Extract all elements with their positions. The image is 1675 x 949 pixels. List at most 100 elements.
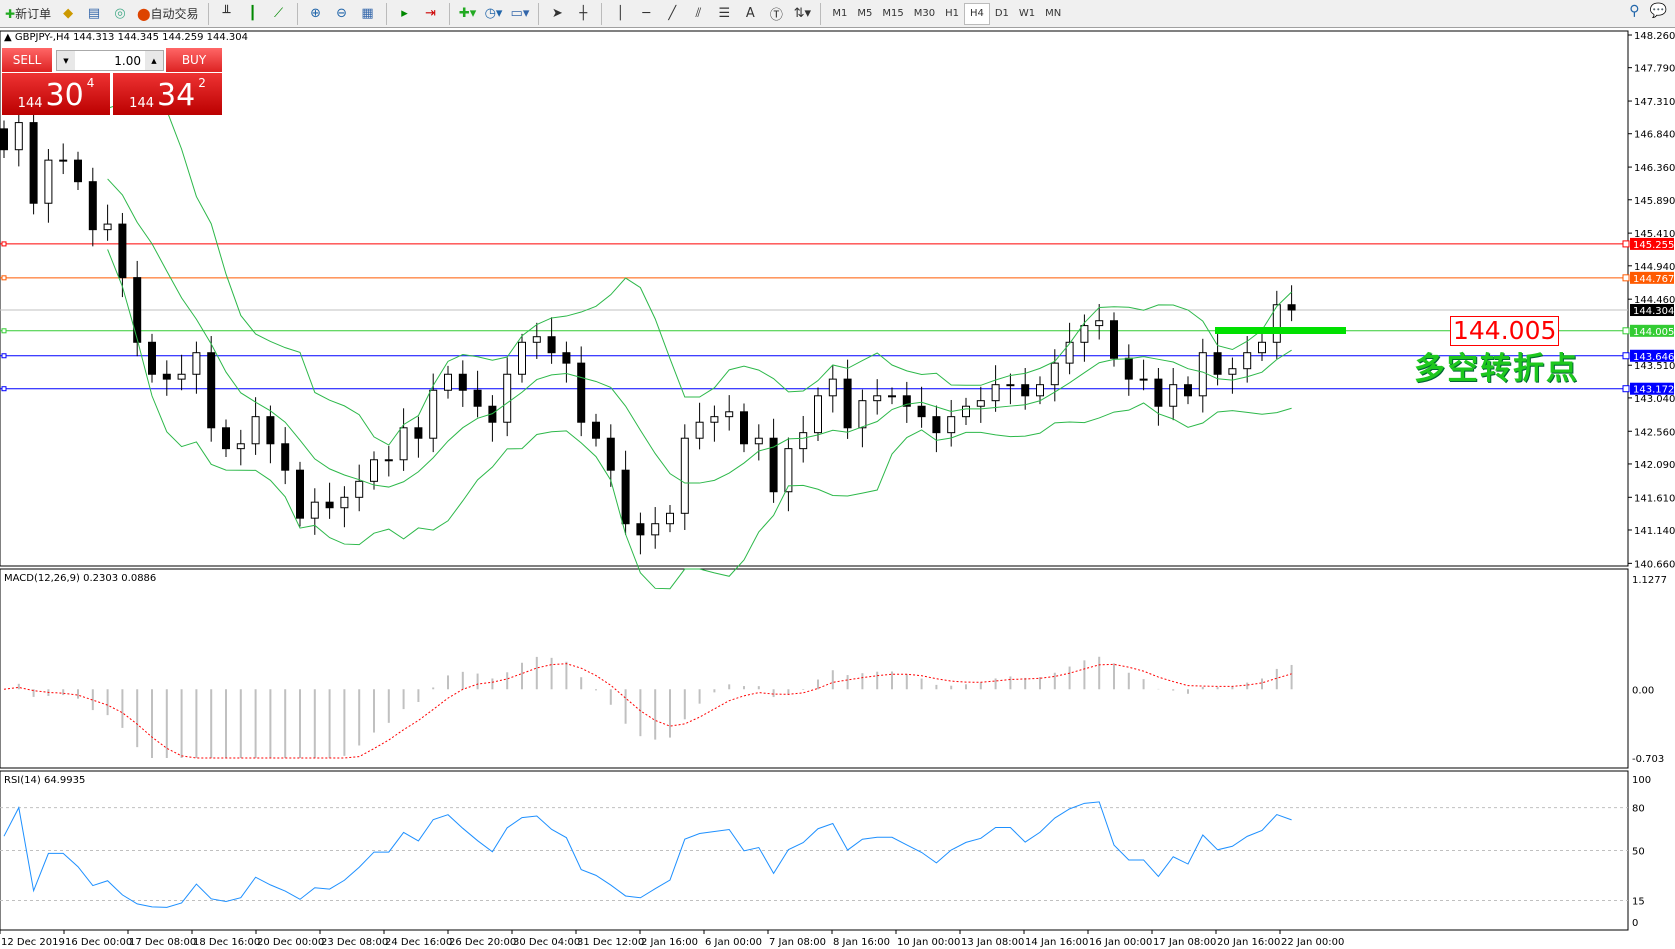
terminal-icon[interactable]: ▤ (87, 6, 101, 21)
support-marker (1215, 327, 1346, 334)
price-tick-label: 145.890 (1634, 196, 1675, 207)
price-label-bg (1630, 237, 1674, 250)
rsi-label: RSI(14) 64.9935 (4, 775, 85, 786)
lot-input[interactable] (75, 53, 145, 68)
line-chart-icon[interactable]: ⟋ (273, 6, 284, 21)
chart-header: ▲ GBPJPY-,H4 144.313 144.345 144.259 144… (4, 32, 249, 43)
main-pane-frame (0, 30, 1629, 567)
crosshair-icon[interactable]: ┼ (579, 6, 588, 21)
cursor-icon[interactable]: ➤ (551, 6, 563, 21)
time-tick-label: 10 Jan 00:00 (897, 937, 960, 948)
rsi-tick-label: 0 (1632, 918, 1638, 929)
candle (118, 223, 127, 279)
time-tick-label: 22 Jan 00:00 (1281, 937, 1344, 948)
line-handle (1622, 352, 1630, 360)
timeframe-d1[interactable]: D1 (994, 8, 1009, 19)
fibonacci-icon[interactable]: ☰ (718, 6, 731, 21)
timeframe-m5[interactable]: M5 (857, 8, 873, 19)
sell-button[interactable]: SELL (2, 48, 52, 72)
indicators-icon[interactable]: ✚▾ (458, 6, 477, 21)
time-tick-label: 8 Jan 16:00 (833, 937, 890, 948)
trendline-icon[interactable]: ╱ (668, 6, 677, 21)
periods-icon[interactable]: ◷▾ (484, 6, 503, 21)
annotation-text[interactable]: 多空转折点 (1414, 351, 1579, 387)
candle (651, 523, 660, 536)
candle (503, 373, 512, 423)
line-handle (1622, 327, 1630, 335)
line-handle (1, 241, 7, 247)
price-label: 143.172 (1633, 385, 1674, 396)
new-order-button[interactable]: ✚ 新订单 (5, 6, 52, 22)
text-label-icon[interactable]: Ⓣ (769, 8, 783, 23)
macd-tick-label: 0.00 (1632, 685, 1654, 696)
auto-trading-button[interactable]: ⬤ 自动交易 (137, 6, 199, 22)
candle (384, 459, 393, 462)
line-handle (1, 275, 7, 281)
candlestick-icon[interactable]: ┃ (248, 6, 257, 21)
annotation-price-label[interactable]: 144.005 (1450, 316, 1560, 346)
lot-decrease-icon[interactable]: ▼ (57, 51, 75, 70)
candle (458, 373, 467, 391)
price-label-bg (1630, 349, 1674, 362)
buy-button[interactable]: BUY (166, 48, 222, 72)
candle (1169, 384, 1178, 407)
buy-price[interactable]: 144 34 2 (113, 73, 222, 115)
channel-icon[interactable]: ⫽ (695, 6, 702, 21)
templates-icon[interactable]: ▭▾ (510, 6, 530, 21)
timeframe-w1[interactable]: W1 (1018, 8, 1036, 19)
candle (74, 159, 82, 183)
candle (873, 395, 882, 402)
candle (1065, 341, 1074, 364)
price-tick-label: 148.260 (1634, 31, 1675, 42)
bar-chart-icon[interactable]: ╨ (222, 6, 231, 21)
timeframe-mn[interactable]: MN (1045, 8, 1062, 19)
price-label-bg (1630, 271, 1674, 284)
candle (162, 373, 171, 380)
signals-icon[interactable]: ◎ (114, 6, 126, 21)
new-order-icon: ✚ (5, 6, 16, 21)
timeframe-m1[interactable]: M1 (832, 8, 848, 19)
chat-icon[interactable]: 💬 (1649, 3, 1667, 19)
candle (251, 416, 260, 445)
candle (1287, 304, 1296, 311)
price-label: 145.255 (1633, 240, 1674, 251)
search-icon[interactable]: ⚲ (1629, 3, 1640, 19)
candle (355, 480, 364, 498)
timeframe-m30[interactable]: M30 (913, 8, 936, 19)
timeframe-h1[interactable]: H1 (945, 8, 959, 19)
price-label-bg (1630, 382, 1674, 395)
candle (222, 427, 230, 450)
arrows-icon[interactable]: ⇅▾ (793, 6, 812, 21)
rsi-tick-label: 15 (1632, 897, 1645, 908)
candle (518, 341, 526, 375)
price-chart[interactable]: 148.260 147.790 147.310 146.840 146.360 145.8… (0, 29, 1675, 949)
text-icon[interactable]: A (745, 6, 755, 21)
candle (473, 389, 482, 407)
tile-windows-icon[interactable]: ▦ (361, 6, 374, 21)
time-tick-label: 31 Dec 12:00 (577, 937, 644, 948)
auto-scroll-icon[interactable]: ▸ (401, 6, 408, 21)
candle (769, 437, 778, 493)
time-tick-label: 2 Jan 16:00 (641, 937, 698, 948)
vertical-line-icon[interactable]: │ (616, 6, 625, 21)
macd-tick-label: -0.703 (1632, 754, 1664, 765)
price-label-bg (1630, 304, 1674, 317)
rsi-pane-frame (0, 770, 1629, 931)
chart-shift-icon[interactable]: ⇥ (425, 6, 436, 21)
candles (0, 103, 1296, 555)
lot-increase-icon[interactable]: ▲ (145, 51, 163, 70)
candle (710, 416, 719, 423)
candle (1258, 341, 1266, 354)
meta-editor-icon[interactable]: ◆ (63, 6, 74, 21)
timeframe-m15[interactable]: M15 (882, 8, 904, 19)
rsi-line (3, 801, 1292, 908)
candle (1124, 357, 1133, 380)
zoom-in-icon[interactable]: ⊕ (310, 6, 321, 21)
candle (148, 341, 156, 375)
lot-size-field[interactable]: ▼ ▲ (56, 50, 164, 71)
zoom-out-icon[interactable]: ⊖ (336, 6, 347, 21)
sell-price[interactable]: 144 30 4 (2, 73, 110, 115)
timeframe-h4[interactable]: H4 (963, 2, 990, 25)
candle (414, 427, 423, 439)
horizontal-line-icon[interactable]: ─ (642, 6, 651, 21)
